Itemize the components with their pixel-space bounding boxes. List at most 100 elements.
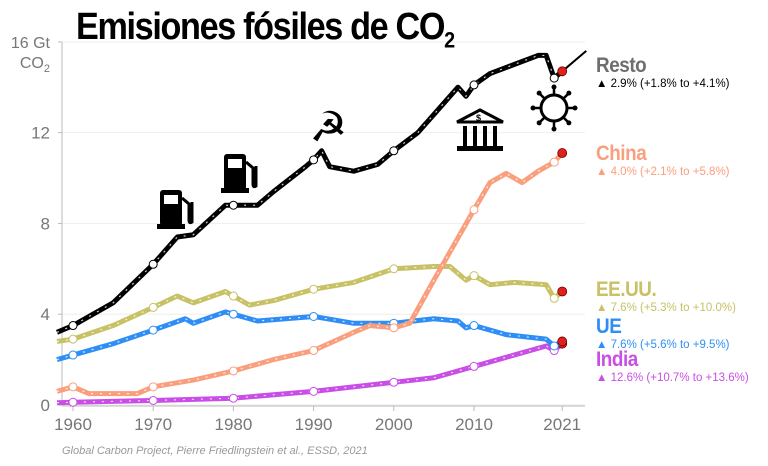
y-axis-unit: CO2 (20, 55, 50, 75)
data-point (148, 259, 158, 269)
data-point (148, 395, 158, 405)
data-point (389, 264, 399, 274)
virus-body (539, 93, 569, 123)
data-point (68, 382, 78, 392)
data-point (549, 293, 559, 303)
x-tick-label: 2021 (543, 415, 581, 434)
pump-hose (245, 160, 258, 189)
series-dots (56, 311, 563, 361)
data-point (469, 271, 479, 281)
bank-base (457, 146, 503, 151)
series-resto (55, 50, 587, 335)
data-point (228, 291, 238, 301)
legend-name: EE.UU. (596, 278, 657, 301)
y-tick-label: 4 (41, 305, 50, 324)
bank-column (463, 126, 467, 146)
data-point (549, 73, 559, 83)
pump-base (221, 188, 249, 193)
pump-hose (181, 196, 194, 225)
legend-growth: 7.6% (+5.3% to +10.0%) (610, 302, 736, 314)
series-line (56, 151, 565, 397)
legend-india: India ▲ 12.6% (+10.7% to +13.6%) (596, 348, 749, 384)
up-triangle-icon: ▲ (596, 166, 608, 178)
bank-column (493, 126, 497, 146)
up-triangle-icon: ▲ (596, 78, 608, 90)
data-point (309, 311, 319, 321)
series-line (56, 264, 564, 344)
data-point (389, 323, 399, 333)
legend-china: China ▲ 4.0% (+2.1% to +5.8%) (596, 142, 730, 178)
y-tick-label: 12 (31, 124, 50, 143)
legend-us: EE.UU. ▲ 7.6% (+5.3% to +10.0%) (596, 278, 736, 314)
data-point (389, 377, 399, 387)
legend-name: India (596, 348, 638, 371)
up-triangle-icon: ▲ (596, 372, 608, 384)
legend-growth: 4.0% (+2.1% to +5.8%) (610, 166, 730, 178)
chart-title: Emisiones fósiles de CO2 (76, 6, 455, 53)
virus-spike-tip (536, 90, 542, 96)
pump-base (157, 224, 185, 229)
virus-spike-tip (551, 84, 557, 90)
virus-icon (530, 84, 578, 132)
data-point (549, 341, 559, 351)
legend-growth: 12.6% (+10.7% to +13.6%) (610, 372, 749, 384)
legend-growth: 7.6% (+5.6% to +9.5%) (610, 339, 730, 351)
bank-roof (456, 108, 504, 124)
data-point (469, 205, 479, 215)
data-point (148, 302, 158, 312)
pump-window (164, 195, 178, 204)
y-axis-label: 16 Gt (11, 35, 51, 52)
data-point (148, 325, 158, 335)
series-ue (56, 309, 568, 363)
x-tick-label: 1980 (214, 415, 252, 434)
series-dots (56, 152, 563, 395)
y-tick-label: 0 (41, 396, 50, 415)
data-point (228, 200, 238, 210)
data-point (469, 321, 479, 331)
up-triangle-icon: ▲ (596, 302, 608, 314)
data-point (309, 346, 319, 356)
legend-resto: Resto ▲ 2.9% (+1.8% to +4.1%) (596, 54, 730, 90)
x-tick-label: 2000 (375, 415, 413, 434)
source-note: Global Carbon Project, Pierre Friedlings… (62, 445, 368, 457)
data-point (148, 382, 158, 392)
data-point (228, 366, 238, 376)
virus-spike-tip (566, 90, 572, 96)
projection-line (561, 50, 587, 73)
data-point (309, 386, 319, 396)
pump-window (228, 159, 242, 168)
y-tick-label: 8 (41, 214, 50, 233)
up-triangle-icon: ▲ (596, 339, 608, 351)
series-dots (56, 343, 563, 404)
data-point (68, 350, 78, 360)
virus-spike-tip (536, 120, 542, 126)
data-point (228, 393, 238, 403)
series-dots (56, 54, 563, 333)
virus-spike-tip (566, 120, 572, 126)
legend-name: Resto (596, 54, 647, 77)
dollar-sign: $ (476, 113, 481, 123)
data-point (228, 309, 238, 319)
series-china (56, 148, 568, 397)
data-point-2021 (557, 148, 568, 158)
virus-spike-tip (572, 105, 578, 111)
data-point (68, 397, 78, 407)
data-point (309, 155, 319, 165)
data-point (309, 284, 319, 294)
data-point-2021 (557, 66, 568, 77)
x-tick-label: 1960 (54, 415, 92, 434)
hammer-sickle-icon: ☭ (310, 103, 348, 152)
data-point (389, 146, 399, 156)
legend-growth: 2.9% (+1.8% to +4.1%) (610, 78, 730, 90)
data-point (469, 80, 479, 90)
fuel-pump-icon (221, 154, 258, 193)
legend-name: China (596, 142, 647, 165)
virus-spike-tip (530, 105, 536, 111)
legend-name: UE (596, 315, 622, 338)
series-eeuu (56, 264, 568, 344)
legend-eu: UE ▲ 7.6% (+5.6% to +9.5%) (596, 315, 730, 351)
x-tick-label: 1970 (134, 415, 172, 434)
data-point (549, 157, 559, 167)
bank-column (473, 126, 477, 146)
bank-icon: $ (456, 108, 504, 151)
